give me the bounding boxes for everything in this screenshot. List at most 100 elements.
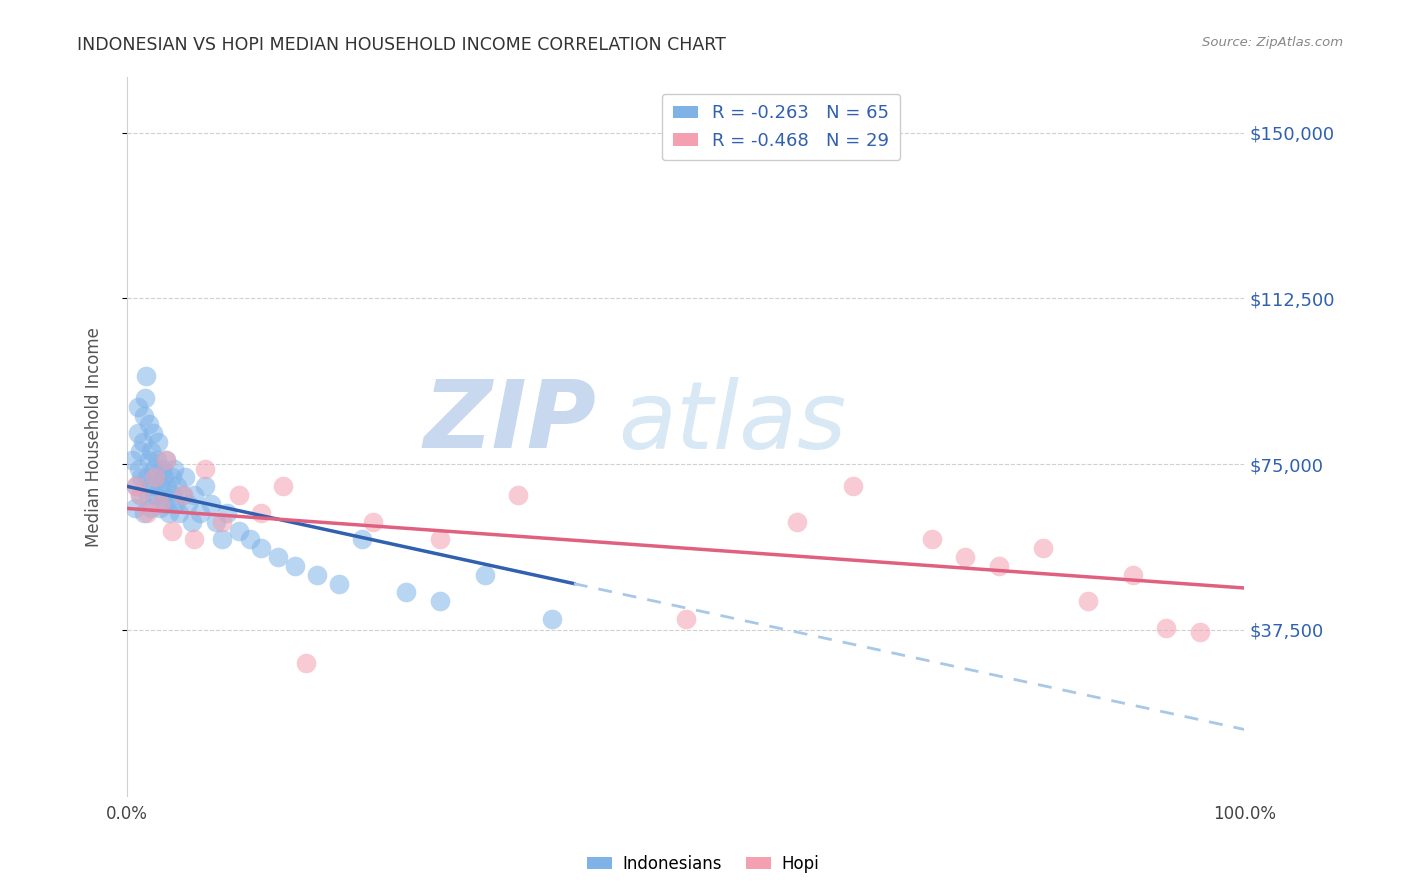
Point (163, 461, 186, 475)
Point (228, 488, 250, 502)
Point (395, 585, 418, 599)
Text: atlas: atlas (619, 376, 846, 467)
Point (157, 506, 180, 520)
Point (160, 470, 183, 484)
Point (131, 470, 153, 484)
Point (143, 470, 166, 484)
Text: Source: ZipAtlas.com: Source: ZipAtlas.com (1202, 36, 1343, 49)
Point (429, 594, 451, 608)
Point (283, 558, 305, 573)
Point (142, 461, 165, 475)
Point (121, 452, 143, 467)
Point (132, 409, 155, 423)
Point (129, 488, 152, 502)
Point (127, 426, 149, 441)
Point (294, 656, 316, 670)
Point (142, 426, 165, 441)
Point (474, 567, 496, 582)
Point (177, 497, 200, 511)
Point (129, 488, 152, 502)
Point (239, 533, 262, 547)
Point (1122, 567, 1144, 582)
Point (127, 400, 149, 414)
Point (129, 444, 152, 458)
Point (152, 470, 174, 484)
Point (267, 550, 290, 565)
Point (139, 479, 162, 493)
Point (217, 506, 239, 520)
Point (162, 488, 184, 502)
Point (125, 479, 148, 493)
Point (160, 524, 183, 538)
Point (163, 497, 186, 511)
Point (429, 533, 451, 547)
Point (138, 452, 160, 467)
Point (506, 488, 529, 502)
Point (148, 435, 170, 450)
Point (131, 435, 153, 450)
Point (132, 506, 155, 520)
Point (211, 515, 233, 529)
Point (125, 479, 148, 493)
Point (200, 497, 222, 511)
Point (1188, 625, 1211, 640)
Y-axis label: Median Household Income: Median Household Income (86, 326, 103, 547)
Point (155, 452, 177, 467)
Point (273, 479, 295, 493)
Point (146, 452, 169, 467)
Point (150, 461, 173, 475)
Point (1077, 594, 1099, 608)
Point (152, 488, 174, 502)
Point (149, 479, 172, 493)
Point (138, 417, 160, 432)
Point (228, 524, 250, 538)
Point (124, 501, 146, 516)
Point (172, 488, 194, 502)
Point (1154, 621, 1177, 635)
Point (128, 461, 150, 475)
Point (361, 515, 384, 529)
Point (180, 515, 202, 529)
Point (174, 470, 197, 484)
Point (145, 470, 167, 484)
Point (143, 488, 166, 502)
Text: INDONESIAN VS HOPI MEDIAN HOUSEHOLD INCOME CORRELATION CHART: INDONESIAN VS HOPI MEDIAN HOUSEHOLD INCO… (77, 36, 727, 54)
Text: ZIP: ZIP (423, 376, 596, 468)
Point (136, 506, 159, 520)
Point (149, 501, 172, 516)
Point (149, 497, 172, 511)
Point (183, 533, 205, 547)
Point (135, 368, 157, 383)
Point (540, 612, 562, 626)
Point (250, 541, 273, 556)
Point (194, 461, 217, 475)
Point (183, 488, 205, 502)
Point (921, 533, 943, 547)
Legend: Indonesians, Hopi: Indonesians, Hopi (581, 848, 825, 880)
Point (134, 391, 156, 405)
Point (153, 497, 176, 511)
Point (172, 488, 194, 502)
Point (155, 452, 177, 467)
Point (194, 479, 217, 493)
Point (953, 550, 976, 565)
Point (188, 506, 211, 520)
Point (156, 479, 179, 493)
Point (136, 470, 159, 484)
Point (842, 479, 865, 493)
Point (136, 488, 159, 502)
Point (675, 612, 697, 626)
Point (305, 567, 328, 582)
Point (141, 444, 163, 458)
Point (328, 576, 350, 591)
Point (166, 479, 188, 493)
Point (211, 533, 233, 547)
Point (205, 515, 228, 529)
Point (350, 533, 373, 547)
Point (141, 501, 163, 516)
Point (987, 558, 1010, 573)
Point (250, 506, 273, 520)
Point (1032, 541, 1054, 556)
Legend: R = -0.263   N = 65, R = -0.468   N = 29: R = -0.263 N = 65, R = -0.468 N = 29 (662, 94, 900, 161)
Point (169, 506, 191, 520)
